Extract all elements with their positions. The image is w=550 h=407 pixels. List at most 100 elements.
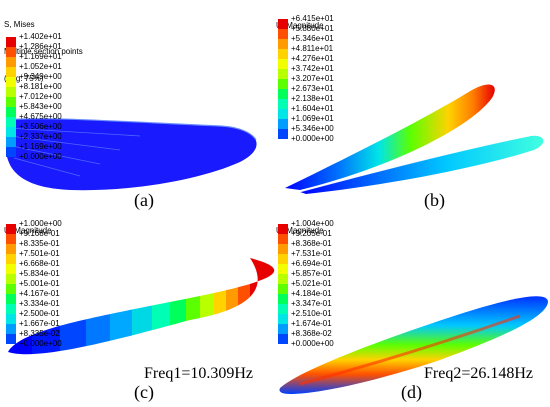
legend-swatch — [278, 274, 288, 284]
caption-d: (d) — [401, 382, 422, 402]
legend-value: +1.286e+01 — [19, 42, 62, 51]
legend-title-line: Multiple section points — [4, 47, 83, 56]
legend-swatch — [278, 29, 288, 39]
legend-swatch — [278, 99, 288, 109]
legend-swatch — [6, 147, 16, 157]
legend-value: +4.811e+01 — [291, 44, 334, 53]
legend-value: +0.000e+00 — [291, 134, 334, 143]
legend-value: +8.335e-01 — [19, 239, 60, 248]
legend-swatch — [6, 37, 16, 47]
legend-swatch — [6, 77, 16, 87]
legend-value: +7.012e+00 — [19, 92, 62, 101]
legend-swatch — [278, 304, 288, 314]
legend-value: +5.880e+01 — [291, 24, 334, 33]
legend-value: +8.335e-02 — [19, 329, 60, 338]
legend-swatch — [6, 254, 16, 264]
legend-swatch — [6, 127, 16, 137]
legend-value: +5.834e-01 — [19, 269, 60, 278]
legend-swatch — [6, 304, 16, 314]
legend-swatch — [6, 324, 16, 334]
legend-value: +8.368e-01 — [291, 239, 332, 248]
legend-value: +6.694e-01 — [291, 259, 332, 268]
legend-value: +4.675e+00 — [19, 112, 62, 121]
legend-swatch — [6, 97, 16, 107]
legend-value: +4.276e+01 — [291, 54, 334, 63]
legend-value: +2.510e-01 — [291, 309, 332, 318]
legend-value: +5.021e-01 — [291, 279, 332, 288]
legend-value: +3.207e+01 — [291, 74, 334, 83]
frequency-label-c: Freq1=10.309Hz — [144, 365, 254, 382]
legend-value: +3.334e-01 — [19, 299, 60, 308]
legend-swatch — [6, 234, 16, 244]
legend-swatch — [6, 284, 16, 294]
legend-swatch — [278, 324, 288, 334]
wing-a — [5, 118, 257, 191]
legend-swatch — [278, 69, 288, 79]
legend-value: +2.673e+01 — [291, 84, 334, 93]
legend-value: +1.604e+01 — [291, 104, 334, 113]
legend-value: +5.843e+00 — [19, 102, 62, 111]
legend-value: +3.506e+00 — [19, 122, 62, 131]
legend-value: +8.368e-02 — [291, 329, 332, 338]
legend-swatch — [6, 57, 16, 67]
legend-value: +0.000e+00 — [291, 339, 334, 348]
legend-swatch — [6, 67, 16, 77]
legend-swatch — [6, 264, 16, 274]
legend-swatch — [6, 274, 16, 284]
legend-swatch — [6, 87, 16, 97]
legend-value: +6.668e-01 — [19, 259, 60, 268]
legend-value: +1.169e+00 — [19, 142, 62, 151]
legend-value: +1.667e-01 — [19, 319, 60, 328]
legend-value: +5.346e+00 — [291, 124, 334, 133]
legend-value: +1.674e-01 — [291, 319, 332, 328]
legend-swatch — [278, 334, 288, 344]
legend-value: +2.138e+01 — [291, 94, 334, 103]
caption-c: (c) — [134, 382, 154, 402]
legend-swatch — [278, 244, 288, 254]
legend-value: +0.000e+00 — [19, 152, 62, 161]
legend-title-line: S, Mises — [4, 20, 35, 29]
legend-value: +6.415e+01 — [291, 14, 334, 23]
legend-swatch — [6, 47, 16, 57]
legend-swatch — [278, 264, 288, 274]
legend-swatch — [6, 107, 16, 117]
legend-value: +3.742e+01 — [291, 64, 334, 73]
legend-swatch — [278, 109, 288, 119]
legend-swatch — [278, 49, 288, 59]
legend-swatch — [278, 89, 288, 99]
legend-value: +1.000e+00 — [19, 219, 62, 228]
legend-value: +5.346e+01 — [291, 34, 334, 43]
legend-swatch — [278, 39, 288, 49]
legend-value: +5.001e-01 — [19, 279, 60, 288]
legend-value: +8.181e+00 — [19, 82, 62, 91]
legend-value: +5.857e-01 — [291, 269, 332, 278]
legend-value: +7.501e-01 — [19, 249, 60, 258]
legend-value: +9.205e-01 — [291, 229, 332, 238]
legend-value: +0.000e+00 — [19, 339, 62, 348]
legend-swatch — [6, 294, 16, 304]
legend-value: +9.168e-01 — [19, 229, 60, 238]
legend-swatch — [278, 129, 288, 139]
legend-value: +9.349e+00 — [19, 72, 62, 81]
legend-swatch — [278, 79, 288, 89]
legend-swatch — [278, 59, 288, 69]
legend-swatch — [6, 224, 16, 234]
wing-d — [279, 296, 548, 394]
legend-value: +1.052e+01 — [19, 62, 62, 71]
legend-value: +4.184e-01 — [291, 289, 332, 298]
legend-value: +4.167e-01 — [19, 289, 60, 298]
caption-a: (a) — [134, 190, 154, 210]
legend-swatch — [278, 314, 288, 324]
legend-swatch — [278, 224, 288, 234]
legend-swatch — [278, 19, 288, 29]
legend-value: +2.337e+00 — [19, 132, 62, 141]
legend-value: +2.500e-01 — [19, 309, 60, 318]
legend-swatch — [6, 244, 16, 254]
legend-swatch — [278, 234, 288, 244]
legend-swatch — [278, 119, 288, 129]
legend-swatch — [6, 137, 16, 147]
legend-value: +1.069e+01 — [291, 114, 334, 123]
legend-swatch — [6, 117, 16, 127]
legend-value: +7.531e-01 — [291, 249, 332, 258]
